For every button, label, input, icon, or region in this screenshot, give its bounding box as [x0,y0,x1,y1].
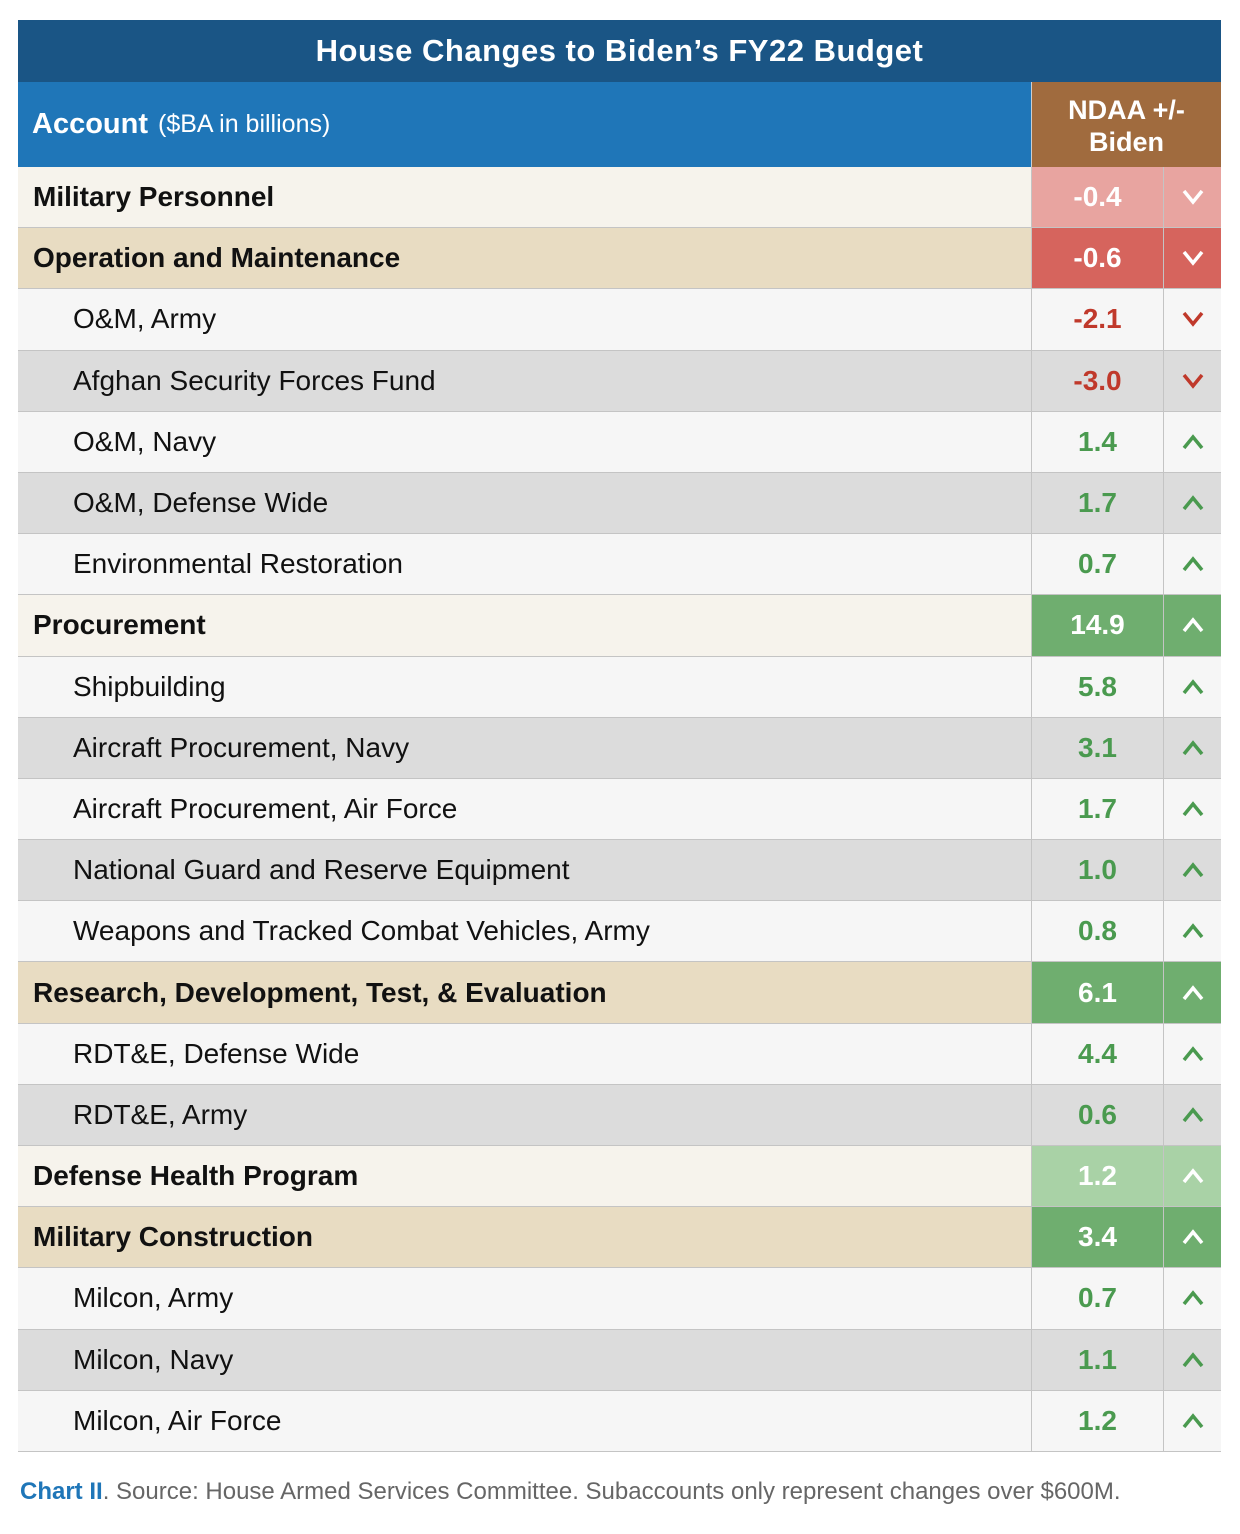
subaccount-row: Weapons and Tracked Combat Vehicles, Arm… [18,901,1221,963]
row-value: 1.4 [1032,411,1164,472]
chart-label: Chart II [20,1478,103,1505]
subaccount-row: Milcon, Army 0.7 [18,1268,1221,1330]
row-value: -3.0 [1032,350,1164,411]
row-label: Aircraft Procurement, Navy [18,717,1032,778]
row-value: 5.8 [1032,656,1164,717]
subaccount-row: Afghan Security Forces Fund -3.0 [18,350,1221,412]
account-header-label: Account [32,108,148,140]
row-value: 1.7 [1032,472,1164,534]
row-value: 0.7 [1032,1268,1164,1329]
subaccount-row: Milcon, Navy 1.1 [18,1329,1221,1391]
arrow-up-icon [1164,1268,1221,1329]
row-label: O&M, Navy [18,411,1032,472]
arrow-up-icon [1164,411,1221,472]
row-value: 0.8 [1032,901,1164,962]
subaccount-row: O&M, Navy 1.4 [18,411,1221,473]
row-label: National Guard and Reserve Equipment [18,840,1032,901]
row-label: Environmental Restoration [18,534,1032,595]
subaccount-row: Environmental Restoration 0.7 [18,534,1221,596]
row-value: 1.1 [1032,1329,1164,1390]
arrow-up-icon [1164,1146,1221,1207]
row-label: Procurement [18,595,1032,656]
row-label: Shipbuilding [18,656,1032,717]
arrow-up-icon [1164,717,1221,778]
ndaa-header: NDAA +/- Biden [1032,82,1221,167]
subaccount-row: Shipbuilding 5.8 [18,656,1221,718]
row-label: Aircraft Procurement, Air Force [18,778,1032,840]
row-value: 0.7 [1032,534,1164,595]
subaccount-row: Milcon, Air Force 1.2 [18,1390,1221,1452]
major-account-row: Operation and Maintenance -0.6 [18,228,1221,290]
row-value: -0.4 [1032,167,1164,228]
arrow-up-icon [1164,534,1221,595]
arrow-up-icon [1164,778,1221,840]
major-account-row: Military Construction 3.4 [18,1207,1221,1269]
arrow-up-icon [1164,962,1221,1023]
row-value: 3.4 [1032,1207,1164,1268]
header-row: Account ($BA in billions) NDAA +/- Biden [18,82,1221,167]
row-label: Weapons and Tracked Combat Vehicles, Arm… [18,901,1032,962]
arrow-down-icon [1164,350,1221,411]
row-label: RDT&E, Army [18,1084,1032,1145]
table-title: House Changes to Biden’s FY22 Budget [18,20,1221,82]
account-header-unit: ($BA in billions) [158,110,331,138]
major-account-row: Procurement 14.9 [18,595,1221,657]
arrow-up-icon [1164,595,1221,656]
subaccount-row: O&M, Defense Wide 1.7 [18,472,1221,535]
subaccount-row: Aircraft Procurement, Air Force 1.7 [18,778,1221,841]
arrow-up-icon [1164,472,1221,534]
account-header: Account ($BA in billions) [18,82,1032,167]
budget-table: House Changes to Biden’s FY22 Budget Acc… [18,20,1221,1452]
arrow-down-icon [1164,289,1221,350]
subaccount-row: RDT&E, Defense Wide 4.4 [18,1023,1221,1085]
row-label: Milcon, Navy [18,1329,1032,1390]
arrow-up-icon [1164,1084,1221,1145]
row-value: 1.2 [1032,1390,1164,1451]
major-account-row: Military Personnel -0.4 [18,167,1221,229]
row-value: 0.6 [1032,1084,1164,1145]
row-label: RDT&E, Defense Wide [18,1023,1032,1084]
row-label: Research, Development, Test, & Evaluatio… [18,962,1032,1023]
row-label: Defense Health Program [18,1146,1032,1207]
row-value: 4.4 [1032,1023,1164,1084]
arrow-up-icon [1164,840,1221,901]
source-note: . Source: House Armed Services Committee… [102,1478,1121,1505]
row-value: 6.1 [1032,962,1164,1023]
row-value: 1.0 [1032,840,1164,901]
major-account-row: Defense Health Program 1.2 [18,1146,1221,1208]
row-value: 1.2 [1032,1146,1164,1207]
ndaa-header-line2: Biden [1088,126,1164,157]
chart-footer: Chart II. Source: House Armed Services C… [20,1478,1121,1506]
row-label: Military Personnel [18,167,1032,228]
arrow-up-icon [1164,656,1221,717]
ndaa-header-line1: NDAA +/- [1068,94,1185,125]
arrow-up-icon [1164,1390,1221,1451]
row-label: O&M, Defense Wide [18,472,1032,534]
subaccount-row: O&M, Army -2.1 [18,289,1221,351]
arrow-up-icon [1164,901,1221,962]
row-label: Afghan Security Forces Fund [18,350,1032,411]
row-label: Military Construction [18,1207,1032,1268]
row-value: -2.1 [1032,289,1164,350]
row-label: Operation and Maintenance [18,228,1032,289]
arrow-down-icon [1164,228,1221,289]
subaccount-row: Aircraft Procurement, Navy 3.1 [18,717,1221,779]
arrow-up-icon [1164,1329,1221,1390]
arrow-up-icon [1164,1207,1221,1268]
row-value: 14.9 [1032,595,1164,656]
row-label: Milcon, Air Force [18,1390,1032,1451]
subaccount-row: National Guard and Reserve Equipment 1.0 [18,840,1221,902]
subaccount-row: RDT&E, Army 0.6 [18,1084,1221,1146]
table-body: Military Personnel -0.4 Operation and Main… [18,167,1221,1452]
arrow-down-icon [1164,167,1221,228]
row-label: O&M, Army [18,289,1032,350]
row-value: 3.1 [1032,717,1164,778]
row-value: -0.6 [1032,228,1164,289]
row-label: Milcon, Army [18,1268,1032,1329]
row-value: 1.7 [1032,778,1164,840]
arrow-up-icon [1164,1023,1221,1084]
major-account-row: Research, Development, Test, & Evaluatio… [18,962,1221,1024]
